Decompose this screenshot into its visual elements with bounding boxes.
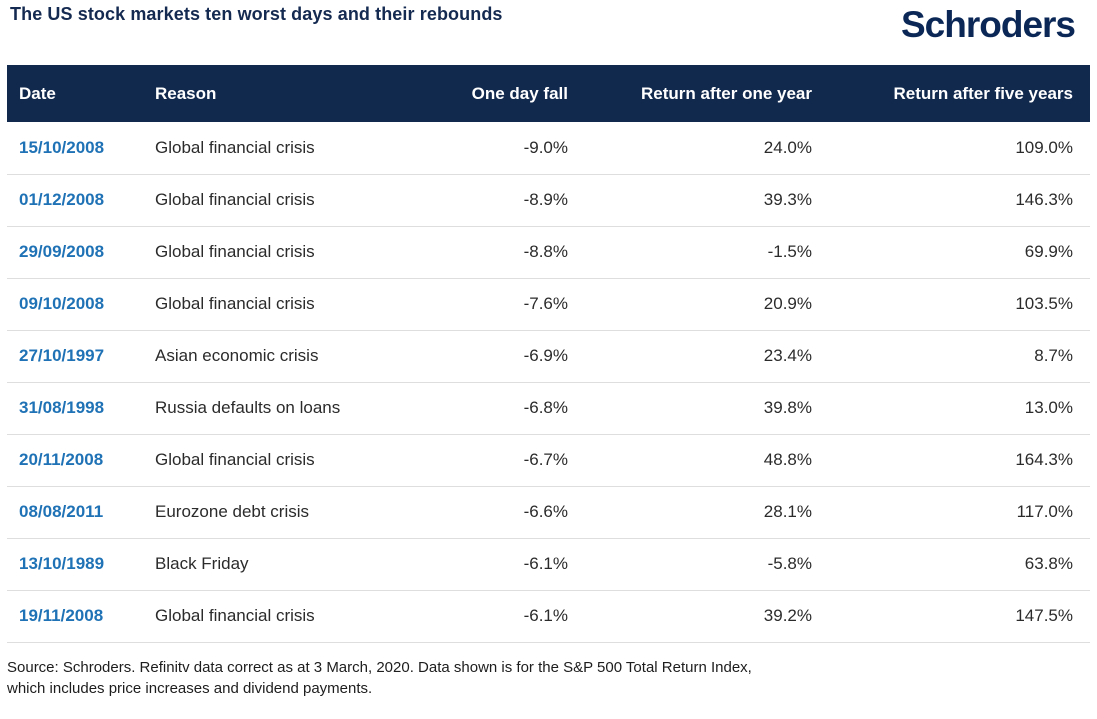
source-note: Source: Schroders. Refinitv data correct… bbox=[7, 657, 1097, 701]
worst-days-table: Date Reason One day fall Return after on… bbox=[7, 65, 1090, 643]
return-one-year-cell: 39.2% bbox=[568, 590, 812, 643]
table-row: 13/10/1989 Black Friday -6.1% -5.8% 63.8… bbox=[7, 538, 1090, 591]
reason-cell: Global financial crisis bbox=[155, 278, 455, 331]
one-day-fall-cell: -8.9% bbox=[455, 174, 568, 227]
date-cell: 20/11/2008 bbox=[7, 434, 155, 487]
return-one-year-cell: 39.8% bbox=[568, 382, 812, 435]
date-cell: 09/10/2008 bbox=[7, 278, 155, 331]
return-one-year-cell: 20.9% bbox=[568, 278, 812, 331]
schroders-logo: Schroders bbox=[900, 4, 1076, 45]
reason-cell: Global financial crisis bbox=[155, 590, 455, 643]
date-cell: 27/10/1997 bbox=[7, 330, 155, 383]
one-day-fall-cell: -6.1% bbox=[455, 590, 568, 643]
one-day-fall-cell: -6.8% bbox=[455, 382, 568, 435]
return-five-years-cell: 117.0% bbox=[812, 486, 1090, 539]
return-one-year-cell: 48.8% bbox=[568, 434, 812, 487]
reason-cell: Global financial crisis bbox=[155, 122, 455, 175]
return-one-year-cell: -1.5% bbox=[568, 226, 812, 279]
source-note-line2: which includes price increases and divid… bbox=[7, 680, 373, 698]
date-cell: 13/10/1989 bbox=[7, 538, 155, 591]
reason-cell: Global financial crisis bbox=[155, 174, 455, 227]
reason-cell: Black Friday bbox=[155, 538, 455, 591]
return-five-years-cell: 63.8% bbox=[812, 538, 1090, 591]
table-row: 08/08/2011 Eurozone debt crisis -6.6% 28… bbox=[7, 486, 1090, 539]
return-one-year-cell: 24.0% bbox=[568, 122, 812, 175]
source-note-line1: Source: Schroders. Refinitv data correct… bbox=[7, 658, 752, 676]
one-day-fall-cell: -6.7% bbox=[455, 434, 568, 487]
reason-cell: Global financial crisis bbox=[155, 434, 455, 487]
table-row: 01/12/2008 Global financial crisis -8.9%… bbox=[7, 174, 1090, 227]
date-cell: 19/11/2008 bbox=[7, 590, 155, 643]
return-five-years-cell: 13.0% bbox=[812, 382, 1090, 435]
return-five-years-cell: 109.0% bbox=[812, 122, 1090, 175]
column-header-return-five-years: Return after five years bbox=[812, 65, 1090, 122]
one-day-fall-cell: -7.6% bbox=[455, 278, 568, 331]
reason-cell: Russia defaults on loans bbox=[155, 382, 455, 435]
table-header-row: Date Reason One day fall Return after on… bbox=[7, 65, 1090, 122]
reason-cell: Global financial crisis bbox=[155, 226, 455, 279]
column-header-return-one-year: Return after one year bbox=[568, 65, 812, 122]
return-one-year-cell: -5.8% bbox=[568, 538, 812, 591]
date-cell: 15/10/2008 bbox=[7, 122, 155, 175]
one-day-fall-cell: -8.8% bbox=[455, 226, 568, 279]
table-row: 15/10/2008 Global financial crisis -9.0%… bbox=[7, 122, 1090, 175]
column-header-reason: Reason bbox=[155, 65, 455, 122]
return-five-years-cell: 164.3% bbox=[812, 434, 1090, 487]
column-header-date: Date bbox=[7, 65, 155, 122]
date-cell: 31/08/1998 bbox=[7, 382, 155, 435]
return-five-years-cell: 146.3% bbox=[812, 174, 1090, 227]
topbar: The US stock markets ten worst days and … bbox=[0, 0, 1097, 65]
one-day-fall-cell: -9.0% bbox=[455, 122, 568, 175]
reason-cell: Asian economic crisis bbox=[155, 330, 455, 383]
table-row: 20/11/2008 Global financial crisis -6.7%… bbox=[7, 434, 1090, 487]
return-one-year-cell: 23.4% bbox=[568, 330, 812, 383]
return-five-years-cell: 69.9% bbox=[812, 226, 1090, 279]
reason-cell: Eurozone debt crisis bbox=[155, 486, 455, 539]
table-row: 27/10/1997 Asian economic crisis -6.9% 2… bbox=[7, 330, 1090, 383]
date-cell: 08/08/2011 bbox=[7, 486, 155, 539]
return-five-years-cell: 103.5% bbox=[812, 278, 1090, 331]
date-cell: 01/12/2008 bbox=[7, 174, 155, 227]
table-row: 31/08/1998 Russia defaults on loans -6.8… bbox=[7, 382, 1090, 435]
table-row: 09/10/2008 Global financial crisis -7.6%… bbox=[7, 278, 1090, 331]
one-day-fall-cell: -6.6% bbox=[455, 486, 568, 539]
return-five-years-cell: 147.5% bbox=[812, 590, 1090, 643]
one-day-fall-cell: -6.9% bbox=[455, 330, 568, 383]
one-day-fall-cell: -6.1% bbox=[455, 538, 568, 591]
return-one-year-cell: 39.3% bbox=[568, 174, 812, 227]
date-cell: 29/09/2008 bbox=[7, 226, 155, 279]
table-row: 29/09/2008 Global financial crisis -8.8%… bbox=[7, 226, 1090, 279]
return-five-years-cell: 8.7% bbox=[812, 330, 1090, 383]
return-one-year-cell: 28.1% bbox=[568, 486, 812, 539]
page-title: The US stock markets ten worst days and … bbox=[10, 4, 503, 24]
column-header-one-day-fall: One day fall bbox=[455, 65, 568, 122]
table-row: 19/11/2008 Global financial crisis -6.1%… bbox=[7, 590, 1090, 643]
